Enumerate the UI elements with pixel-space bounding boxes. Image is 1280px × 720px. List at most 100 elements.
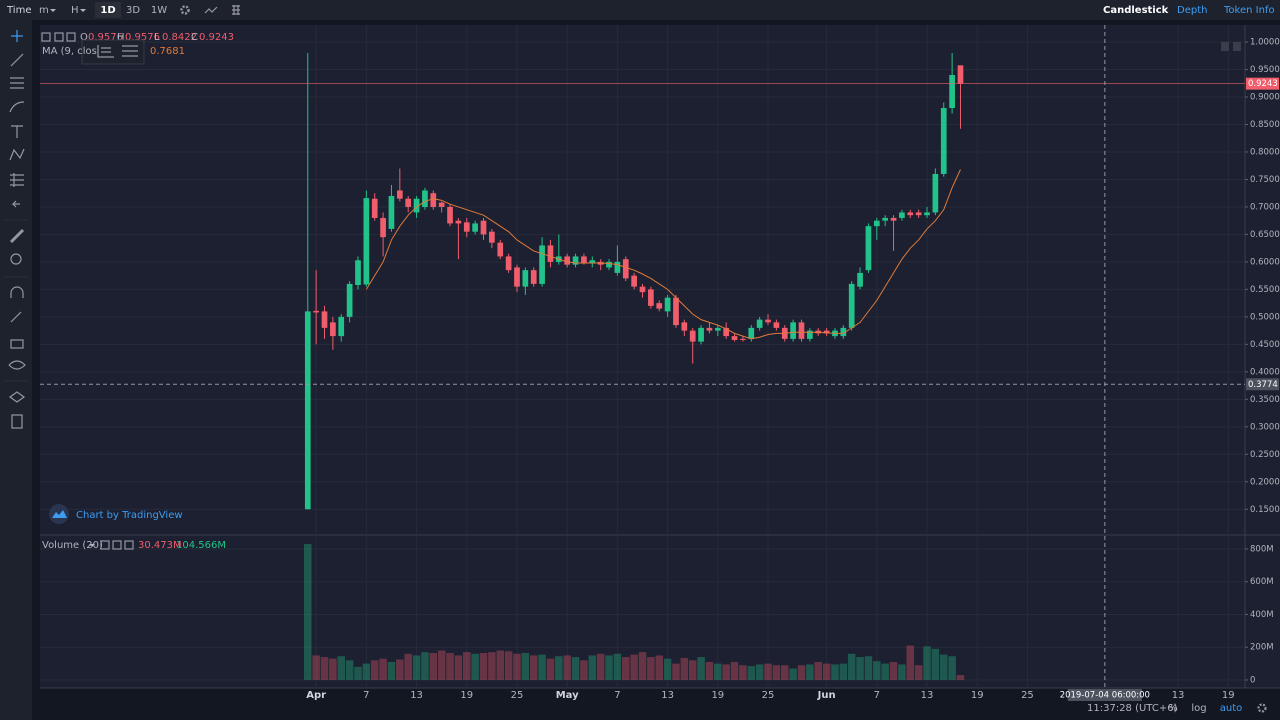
candle-body [740,338,746,340]
ohlc-value: 0.8422 [162,32,197,43]
volume-bar [814,661,822,680]
dropdown-arrow [50,9,56,12]
indicator-value: 0.7681 [150,46,185,57]
volume-bar [421,652,429,680]
volume-bar [504,651,513,680]
volume-bar [864,656,873,680]
candle-body [857,272,863,287]
ohlc-value: 0.9576 [88,32,123,43]
ohlc-label: L [154,32,160,43]
dropdown-arrow [80,9,86,12]
x-tick-label: 25 [1021,690,1034,701]
legend-button[interactable] [112,540,122,550]
indicator-icon[interactable] [204,6,218,14]
volume-bar [387,661,396,680]
y-tick-label: 0.4500 [1250,340,1280,350]
ohlc-value: 0.9243 [199,32,234,43]
dropdown-arrow [89,544,95,547]
crosshair-time-label: 2019-07-04 06:00:00 [1060,691,1150,701]
popup-icon [122,45,138,57]
crosshair-price-label: 0.3774 [1248,380,1278,390]
fullscreen-icon[interactable] [232,5,240,15]
candle-body [505,256,512,271]
volume-bar [638,652,647,680]
y-tick-label: 0.8000 [1250,147,1280,157]
toolbar-item[interactable]: m [39,5,49,16]
tab[interactable]: Token Info [1223,5,1275,16]
scale-button[interactable]: % [1168,703,1178,714]
watermark-logo [52,510,67,518]
volume-bar [580,660,588,680]
candle-body [723,327,730,337]
candle-body [313,310,319,313]
last-price-label: 0.9243 [1248,79,1278,89]
y-tick-label: 0.9000 [1250,93,1280,103]
watermark[interactable]: Chart by TradingView [76,510,183,521]
volume-bar [521,652,530,680]
settings-icon[interactable] [180,5,190,15]
legend-button[interactable] [54,32,64,42]
volume-value: 30.473M [138,540,182,551]
legend-button[interactable] [100,540,110,550]
candle-body [589,260,596,264]
volume-bar [931,648,940,680]
y-tick-label: 0.1500 [1250,505,1280,515]
settings-icon[interactable] [1257,703,1267,713]
scale-button[interactable]: auto [1220,703,1243,714]
ohlc-label: H [117,32,125,43]
candle-body [664,297,671,312]
candle-body [823,330,830,334]
y-tick-label: 0.6000 [1250,257,1280,267]
candle-body [346,283,353,317]
volume-bar [463,652,471,680]
volume-bar [546,658,555,680]
pane-button[interactable] [1221,42,1229,51]
candle-body [698,327,704,342]
candle-body [765,319,771,323]
drawing-tools[interactable] [8,30,26,429]
volume-bar [329,658,337,680]
watermark-logo [49,504,69,524]
candle-body [848,283,855,328]
volume-bar [747,666,756,680]
candle-body [907,212,914,216]
toolbar-item[interactable]: H [71,5,79,16]
volume-bar [312,655,320,680]
x-tick-label: 19 [460,690,473,701]
volume-bar [588,655,597,680]
y-tick-label: 0.2500 [1250,450,1280,460]
candle-body [472,223,478,232]
candle-body [463,222,470,232]
toolbar-item[interactable]: 3D [126,5,140,16]
candle-body [614,261,621,273]
candle-body [455,220,462,224]
toolbar-item[interactable]: 1W [151,5,167,16]
candle-body [648,289,654,306]
volume-bar [714,663,722,680]
tab[interactable]: Depth [1177,5,1207,16]
active-interval [95,2,121,18]
legend-button[interactable] [41,32,51,42]
toolbar-item[interactable]: 1D [100,5,115,16]
x-tick-label: 13 [921,690,934,701]
scale-button[interactable]: log [1191,703,1206,714]
toolbar-item[interactable]: Time [6,5,31,16]
volume-bar [847,653,856,680]
volume-bar [730,661,739,680]
tab[interactable]: Candlestick [1103,5,1169,16]
x-tick-label: 13 [1172,690,1185,701]
x-tick-label: 7 [614,690,620,701]
y-tick-label: 0.3000 [1250,422,1280,432]
candle-body [405,198,412,207]
pane-button[interactable] [1233,42,1241,51]
legend-button[interactable] [124,540,134,550]
volume-bar [831,664,839,680]
volume-bar [839,663,848,680]
volume-legend: Volume (20) [42,540,103,551]
x-tick-label: 7 [874,690,880,701]
volume-bar [647,657,655,680]
volume-bar [488,652,496,680]
popup-box [81,39,145,65]
legend-button[interactable] [66,32,76,42]
